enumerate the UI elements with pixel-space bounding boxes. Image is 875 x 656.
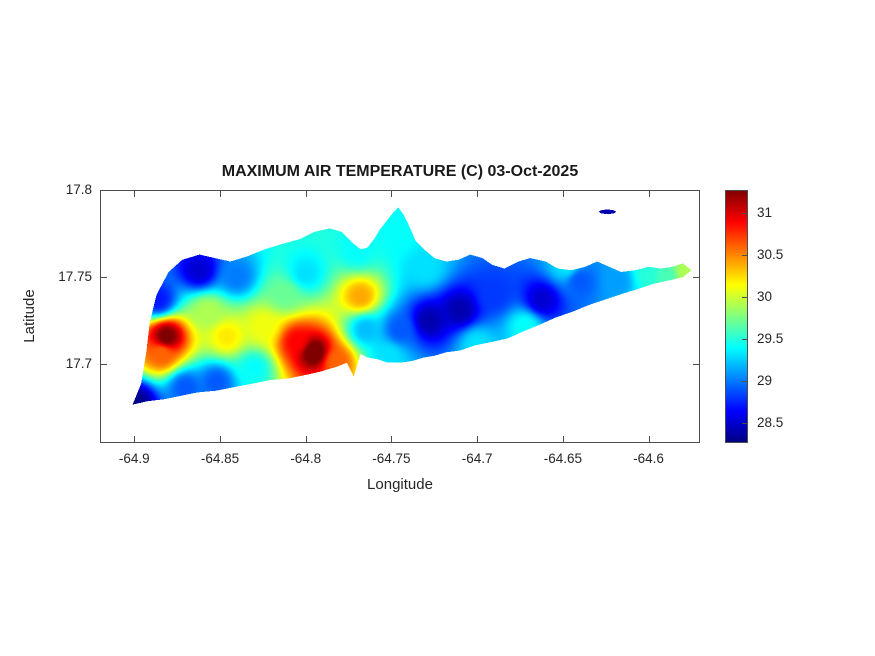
x-axis-label: Longitude	[367, 476, 433, 493]
x-tick-label: -64.7	[461, 451, 493, 466]
y-tick-mark	[101, 277, 107, 279]
colorbar-tick-label: 29.5	[757, 330, 784, 346]
x-tick-label: -64.9	[118, 451, 150, 466]
x-tick-mark-top	[391, 191, 393, 197]
x-tick-label: -64.6	[633, 451, 664, 466]
x-tick-mark-top	[305, 191, 307, 197]
x-tick-label: -64.65	[543, 451, 582, 466]
colorbar-tick-mark	[742, 254, 747, 256]
y-tick-mark-right	[693, 364, 699, 366]
chart-title: MAXIMUM AIR TEMPERATURE (C) 03-Oct-2025	[221, 163, 579, 180]
x-tick-mark-top	[477, 191, 479, 197]
y-tick-label: 17.8	[65, 182, 92, 197]
y-tick-label: 17.75	[58, 269, 92, 285]
x-tick-mark-top	[220, 191, 221, 197]
y-tick-mark	[101, 364, 107, 366]
x-tick-mark-top	[134, 191, 136, 197]
x-tick-label: -64.75	[372, 451, 411, 466]
x-tick-label: -64.8	[290, 451, 322, 466]
colorbar-tick-label: 28.5	[757, 414, 784, 430]
colorbar-tick-mark	[742, 380, 747, 382]
y-tick-label: 17.7	[65, 356, 92, 372]
colorbar-tick-label: 30.5	[757, 246, 784, 262]
x-tick-mark	[134, 436, 136, 442]
colorbar-tick-mark	[742, 212, 747, 214]
colorbar-tick-label: 30	[757, 288, 773, 304]
colorbar-tick-mark	[742, 338, 747, 340]
x-tick-mark-top	[562, 191, 564, 197]
y-tick-mark-right	[693, 277, 699, 279]
x-tick-mark	[648, 436, 650, 442]
colorbar-tick-label: 29	[757, 372, 773, 388]
x-tick-mark	[477, 436, 479, 442]
y-tick-mark-right	[693, 190, 699, 191]
colorbar-tick-label: 31	[757, 204, 773, 220]
x-tick-mark	[220, 436, 221, 442]
y-tick-mark	[101, 190, 107, 191]
x-tick-mark	[562, 436, 564, 442]
x-tick-mark	[305, 436, 307, 442]
colorbar-gradient	[725, 190, 748, 443]
heatmap-canvas	[100, 190, 700, 443]
x-tick-label: -64.85	[200, 451, 240, 466]
colorbar-tick-mark	[742, 296, 747, 298]
x-tick-mark	[391, 436, 393, 442]
x-tick-mark-top	[648, 191, 650, 197]
colorbar-tick-mark	[742, 422, 747, 424]
